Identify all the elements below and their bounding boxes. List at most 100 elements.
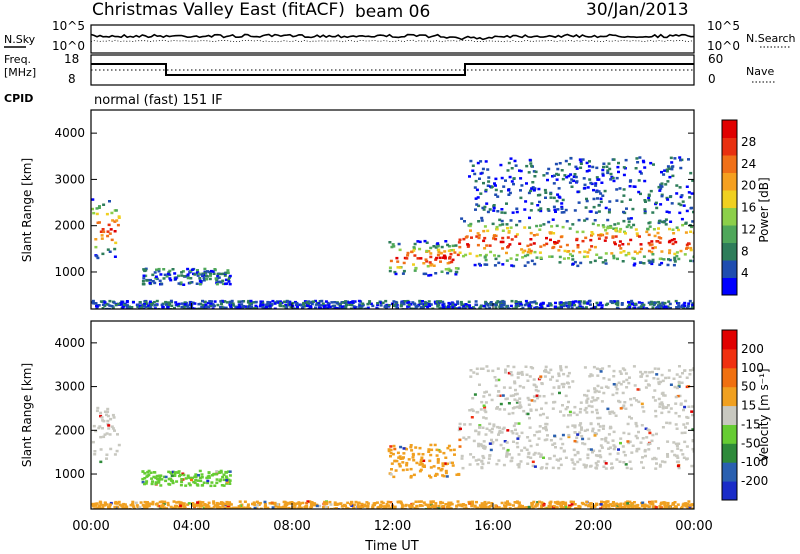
echo-cell [633, 262, 637, 265]
echo-cell [589, 307, 593, 309]
echo-cell [212, 272, 216, 275]
echo-cell [371, 504, 375, 507]
echo-cell [567, 302, 571, 306]
echo-cell [338, 302, 342, 306]
echo-cell [668, 175, 672, 179]
echo-cell [110, 211, 114, 215]
echo-cell [504, 368, 507, 371]
echo-cell [393, 459, 397, 463]
echo-cell [206, 270, 209, 273]
echo-cell [151, 501, 155, 505]
echo-cell [108, 200, 111, 203]
echo-cell [653, 399, 657, 402]
echo-cell [435, 256, 439, 260]
echo-cell [578, 431, 582, 434]
echo-cell [561, 225, 565, 229]
echo-cell [662, 303, 666, 306]
echo-cell [473, 172, 477, 176]
echo-cell [428, 261, 432, 264]
echo-cell [665, 421, 669, 425]
echo-cell [215, 279, 219, 282]
echo-cell [154, 277, 158, 280]
echo-cell [626, 440, 630, 443]
echo-cell [562, 257, 566, 260]
echo-cell [504, 371, 507, 374]
echo-cell [586, 251, 590, 254]
echo-cell [683, 369, 687, 372]
echo-cell [455, 505, 459, 508]
echo-cell [268, 303, 272, 306]
echo-cell [486, 210, 490, 214]
echo-cell [604, 462, 608, 465]
echo-cell [536, 389, 540, 393]
echo-cell [226, 480, 229, 484]
echo-cell [596, 384, 600, 388]
echo-cell [147, 473, 151, 477]
echo-cell [595, 301, 599, 305]
echo-cell [626, 422, 630, 426]
echo-cell [670, 161, 674, 164]
echo-cell [691, 405, 694, 408]
echo-cell [517, 435, 521, 438]
echo-cell [587, 169, 591, 172]
echo-cell [502, 447, 506, 450]
echo-cell [516, 445, 520, 449]
echo-cell [494, 306, 498, 309]
echo-cell [215, 282, 219, 286]
echo-cell [509, 394, 513, 398]
echo-cell [653, 234, 657, 238]
echo-cell [497, 300, 501, 304]
echo-cell [414, 305, 418, 309]
echo-cell [167, 301, 170, 304]
echo-cell [544, 370, 548, 373]
echo-cell [171, 506, 175, 509]
echo-cell [417, 452, 421, 456]
echo-cell [600, 306, 604, 309]
echo-cell [658, 257, 662, 261]
echo-cell [95, 304, 98, 308]
echo-cell [579, 261, 583, 265]
echo-cell [335, 302, 339, 305]
echo-cell [109, 501, 113, 505]
echo-cell [505, 441, 509, 444]
echo-cell [389, 448, 393, 452]
echo-cell [175, 303, 179, 306]
echo-cell [363, 307, 367, 309]
echo-cell [591, 429, 595, 433]
echo-cell [106, 422, 110, 426]
echo-cell [488, 422, 492, 426]
echo-cell [138, 506, 142, 509]
echo-cell [210, 507, 214, 509]
echo-cell [630, 417, 633, 420]
echo-cell [447, 444, 451, 448]
echo-cell [533, 465, 537, 468]
echo-cell [622, 502, 626, 506]
echo-cell [570, 458, 574, 461]
echo-cell [483, 225, 487, 228]
echo-cell [386, 504, 390, 507]
echo-cell [647, 505, 651, 508]
echo-cell [661, 379, 665, 383]
echo-cell [173, 473, 177, 476]
echo-cell [647, 448, 651, 451]
echo-cell [480, 216, 484, 220]
echo-cell [559, 365, 563, 368]
echo-cell [206, 305, 210, 308]
echo-cell [206, 504, 210, 507]
echo-cell [367, 302, 371, 305]
echo-cell [487, 501, 491, 504]
echo-cell [219, 300, 223, 303]
echo-cell [683, 304, 687, 308]
echo-cell [665, 210, 669, 213]
echo-cell [502, 303, 506, 307]
echo-cell [627, 217, 631, 220]
echo-cell [516, 405, 519, 409]
echo-cell [531, 460, 535, 464]
echo-cell [549, 368, 553, 372]
echo-cell [648, 225, 652, 228]
echo-cell [618, 400, 622, 404]
echo-cell [573, 439, 577, 443]
echo-cell [265, 305, 269, 309]
echo-cell [180, 480, 184, 484]
echo-cell [414, 267, 418, 270]
